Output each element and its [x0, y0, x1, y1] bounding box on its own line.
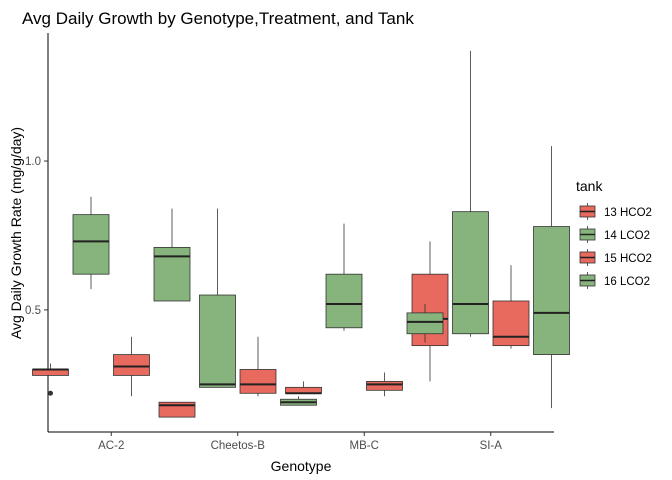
plot-area: 0.5 1.0 AC-2 Cheetos-B MB-C SI-A [25, 33, 570, 452]
legend-label: 16 LCO2 [604, 276, 650, 288]
legend-entry: 15 HCO2 [579, 249, 652, 266]
box-15-hco2-cheetos-b [239, 336, 277, 397]
box-14-lco2-mb-c [325, 223, 363, 331]
outlier-point [48, 390, 53, 396]
legend-label: 13 HCO2 [604, 207, 652, 219]
box-14-lco2-ac-2 [72, 196, 110, 290]
box-body [113, 354, 150, 376]
x-axis-title: Genotype [271, 458, 332, 474]
box-13-hco2-si-a [411, 241, 449, 382]
legend: tank 13 HCO2 14 LCO2 15 HCO2 16 LCO2 [576, 178, 652, 289]
y-tick-label: 1.0 [25, 156, 41, 168]
x-tick-label: AC-2 [98, 440, 124, 452]
legend-label: 14 LCO2 [604, 230, 650, 242]
x-tick-label: Cheetos-B [211, 440, 266, 452]
box-body [199, 294, 236, 388]
box-body [533, 226, 570, 355]
box-15-hco2-si-a [492, 265, 530, 349]
box-14-lco2-si-a [452, 50, 489, 337]
box-body [325, 273, 363, 329]
y-axis-title: Avg Daily Growth Rate (mg/g/day) [8, 127, 24, 339]
box-13-hco2-ac-2 [32, 363, 69, 396]
box-13-hco2-cheetos-b [158, 401, 196, 418]
legend-entry: 13 HCO2 [579, 203, 652, 220]
box-body [452, 211, 489, 335]
box-body [72, 214, 110, 275]
box-16-lco2-si-a [533, 146, 570, 409]
box-body [406, 312, 444, 335]
box-body [492, 300, 530, 347]
box-body [366, 380, 403, 391]
box-16-lco2-cheetos-b [280, 396, 317, 406]
box-body [411, 273, 449, 347]
y-tick-label: 0.5 [25, 305, 41, 317]
legend-label: 15 HCO2 [604, 253, 652, 265]
box-16-lco2-ac-2 [153, 208, 191, 302]
legend-entry: 14 LCO2 [579, 226, 650, 243]
box-body [239, 369, 277, 394]
legend-title: tank [576, 178, 603, 194]
x-tick-label: SI-A [480, 440, 503, 452]
legend-entry: 16 LCO2 [579, 272, 650, 289]
box-14-lco2-cheetos-b [199, 208, 236, 388]
box-13-hco2-mb-c [285, 381, 322, 395]
box-15-hco2-ac-2 [113, 336, 150, 397]
box-15-hco2-mb-c [366, 372, 403, 397]
box-16-lco2-mb-c [406, 303, 444, 343]
x-tick-label: MB-C [350, 440, 379, 452]
chart-title: Avg Daily Growth by Genotype,Treatment, … [22, 9, 414, 28]
